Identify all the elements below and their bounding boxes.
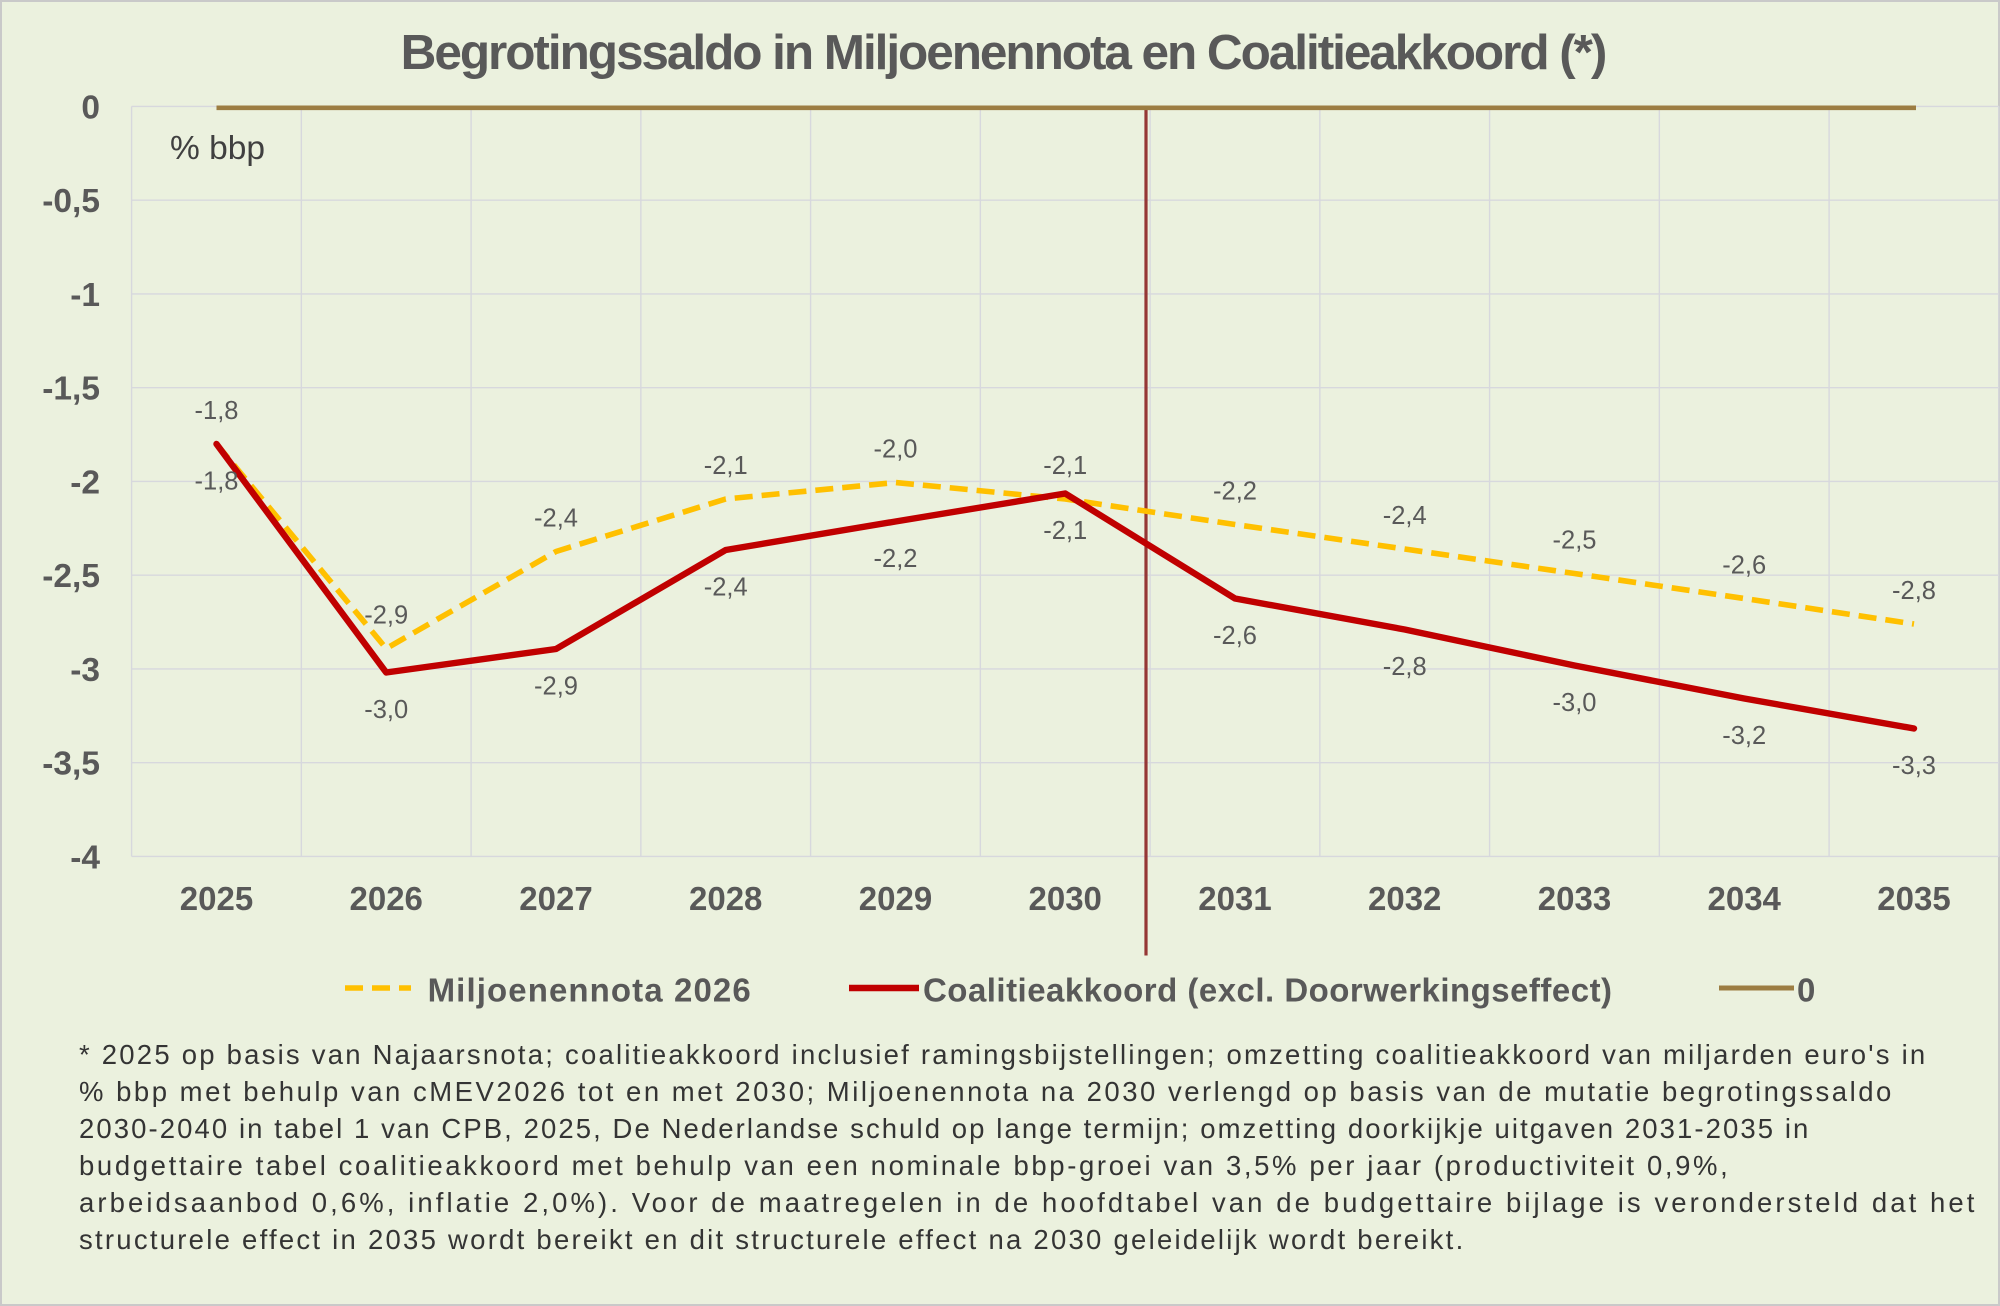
svg-text:2035: 2035 <box>1877 880 1950 917</box>
svg-text:2033: 2033 <box>1538 880 1611 917</box>
svg-text:structurele effect in 2035 wor: structurele effect in 2035 wordt bereikt… <box>79 1224 1465 1255</box>
svg-text:budgettaire tabel coalitieakko: budgettaire tabel coalitieakkoord met be… <box>79 1150 1730 1181</box>
svg-text:2029: 2029 <box>859 880 932 917</box>
svg-text:-3,2: -3,2 <box>1722 722 1766 750</box>
svg-text:2031: 2031 <box>1198 880 1271 917</box>
svg-text:-2,0: -2,0 <box>874 436 918 464</box>
svg-text:-2,2: -2,2 <box>874 545 918 573</box>
svg-text:0: 0 <box>1797 972 1815 1009</box>
svg-text:-3,5: -3,5 <box>42 746 100 783</box>
svg-text:-2,9: -2,9 <box>534 673 578 701</box>
svg-text:Miljoenennota 2026: Miljoenennota 2026 <box>428 972 752 1009</box>
svg-text:-2,1: -2,1 <box>1043 517 1087 545</box>
svg-text:2032: 2032 <box>1368 880 1441 917</box>
svg-text:-2,1: -2,1 <box>1043 452 1087 480</box>
svg-text:-0,5: -0,5 <box>42 183 100 220</box>
svg-text:-2: -2 <box>70 464 100 501</box>
svg-text:-2,2: -2,2 <box>1213 478 1257 506</box>
svg-text:Begrotingssaldo in Miljoenenno: Begrotingssaldo in Miljoenennota en Coal… <box>401 25 1606 80</box>
svg-text:2025: 2025 <box>180 880 253 917</box>
svg-text:-2,6: -2,6 <box>1722 552 1766 580</box>
svg-text:-2,8: -2,8 <box>1892 577 1936 605</box>
svg-text:2030: 2030 <box>1028 880 1101 917</box>
svg-text:-3,0: -3,0 <box>364 696 408 724</box>
svg-text:2026: 2026 <box>349 880 422 917</box>
svg-text:-2,1: -2,1 <box>704 452 748 480</box>
svg-text:2034: 2034 <box>1707 880 1781 917</box>
svg-text:-4: -4 <box>70 839 100 876</box>
svg-text:2030-2040 in tabel 1 van CPB,: 2030-2040 in tabel 1 van CPB, 2025, De N… <box>79 1113 1810 1144</box>
svg-text:2028: 2028 <box>689 880 762 917</box>
svg-text:-2,4: -2,4 <box>534 505 578 533</box>
svg-text:arbeidsaanbod 0,6%, inflatie 2: arbeidsaanbod 0,6%, inflatie 2,0%). Voor… <box>79 1187 1978 1218</box>
svg-text:-2,5: -2,5 <box>42 558 100 595</box>
svg-text:-2,8: -2,8 <box>1383 653 1427 681</box>
svg-text:2027: 2027 <box>519 880 592 917</box>
svg-text:-2,4: -2,4 <box>1383 502 1427 530</box>
svg-text:-1,5: -1,5 <box>42 371 100 408</box>
svg-text:-2,9: -2,9 <box>364 602 408 630</box>
svg-text:-2,5: -2,5 <box>1553 527 1597 555</box>
svg-text:-3,3: -3,3 <box>1892 752 1936 780</box>
svg-text:-1,8: -1,8 <box>195 468 239 496</box>
svg-text:-1,8: -1,8 <box>195 397 239 425</box>
svg-text:-3,0: -3,0 <box>1553 689 1597 717</box>
svg-text:-2,6: -2,6 <box>1213 622 1257 650</box>
svg-text:-3: -3 <box>70 652 100 689</box>
svg-text:0: 0 <box>81 89 100 126</box>
svg-text:* 2025 op basis van Najaarsnot: * 2025 op basis van Najaarsnota; coaliti… <box>79 1039 1927 1070</box>
svg-text:Coalitieakkoord (excl. Doorwer: Coalitieakkoord (excl. Doorwerkingseffec… <box>923 972 1613 1009</box>
svg-text:-1: -1 <box>70 277 100 314</box>
svg-text:% bbp: % bbp <box>170 130 265 167</box>
svg-text:% bbp met behulp van cMEV2026: % bbp met behulp van cMEV2026 tot en met… <box>79 1076 1894 1107</box>
svg-text:-2,4: -2,4 <box>704 574 748 602</box>
